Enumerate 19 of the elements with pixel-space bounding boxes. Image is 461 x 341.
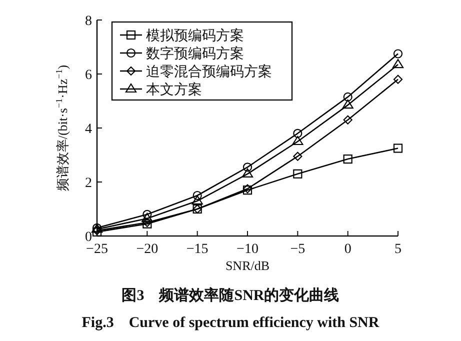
y-tick-label: 4 [85,122,92,137]
x-tick-label: 5 [394,242,402,257]
x-axis-title: SNR/dB [225,258,270,273]
y-tick-label: 6 [85,68,92,83]
legend-label: 迫零混合预编码方案 [146,63,272,80]
y-tick-label: 0 [85,230,92,245]
legend-label: 本文方案 [146,81,202,98]
x-tick-label: −20 [136,242,158,257]
x-tick-label: −25 [86,242,108,257]
y-tick-label: 2 [85,176,92,191]
legend-label: 数字预编码方案 [146,45,244,62]
x-tick-label: −15 [186,242,208,257]
y-tick-label: 8 [85,14,92,29]
x-tick-label: 0 [344,242,352,257]
x-tick-label: −10 [236,242,258,257]
caption: Fig.3 Curve of spectrum efficiency with SNR [82,315,380,331]
legend-label: 模拟预编码方案 [146,27,244,44]
x-tick-label: −5 [290,242,306,257]
text: 图3 频谱效率随SNR的变化曲线 [122,286,340,304]
